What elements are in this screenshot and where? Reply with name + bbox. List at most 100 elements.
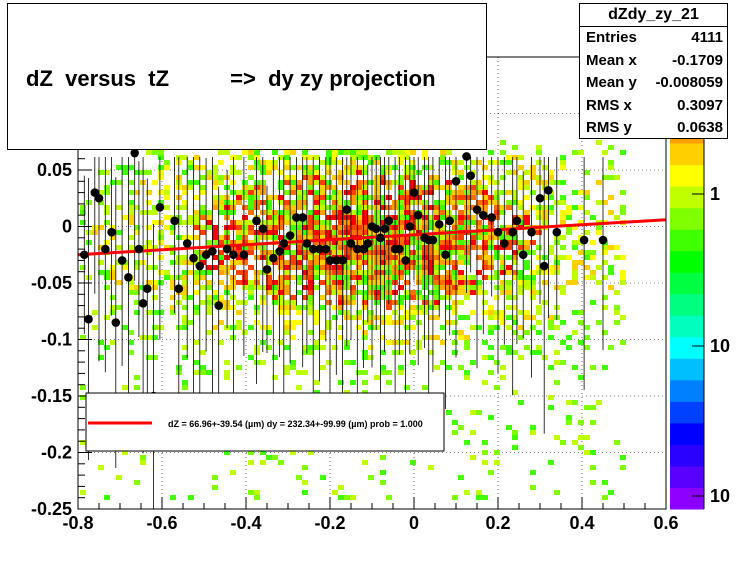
density-cell bbox=[284, 370, 290, 375]
density-cell bbox=[494, 200, 500, 205]
profile-point bbox=[384, 216, 394, 226]
density-cell bbox=[368, 320, 374, 325]
density-cell bbox=[338, 285, 344, 290]
density-cell bbox=[422, 250, 428, 255]
density-cell bbox=[236, 155, 242, 160]
density-cell bbox=[608, 195, 614, 200]
density-cell bbox=[578, 150, 584, 155]
density-cell bbox=[446, 290, 452, 295]
density-cell bbox=[482, 290, 488, 295]
density-cell bbox=[182, 275, 188, 280]
density-cell bbox=[212, 300, 218, 305]
density-cell bbox=[224, 360, 230, 365]
y-tick-label: 0 bbox=[62, 217, 72, 237]
density-cell bbox=[530, 485, 536, 490]
density-cell bbox=[512, 445, 518, 450]
density-cell bbox=[446, 235, 452, 240]
density-cell bbox=[584, 190, 590, 195]
density-cell bbox=[374, 245, 380, 250]
density-cell bbox=[428, 275, 434, 280]
density-cell bbox=[212, 475, 218, 480]
profile-point bbox=[512, 216, 522, 226]
density-cell bbox=[284, 345, 290, 350]
density-cell bbox=[182, 190, 188, 195]
density-cell bbox=[302, 270, 308, 275]
density-cell bbox=[608, 490, 614, 495]
density-cell bbox=[428, 245, 434, 250]
density-cell bbox=[470, 285, 476, 290]
density-cell bbox=[374, 185, 380, 190]
density-cell bbox=[530, 250, 536, 255]
density-cell bbox=[404, 235, 410, 240]
density-cell bbox=[302, 465, 308, 470]
density-cell bbox=[314, 310, 320, 315]
profile-point bbox=[182, 239, 192, 248]
density-cell bbox=[278, 300, 284, 305]
density-cell bbox=[386, 495, 392, 500]
density-cell bbox=[500, 190, 506, 195]
density-cell bbox=[272, 165, 278, 170]
density-cell bbox=[452, 275, 458, 280]
density-cell bbox=[416, 260, 422, 265]
density-cell bbox=[272, 455, 278, 460]
density-cell bbox=[458, 330, 464, 335]
density-cell bbox=[248, 265, 254, 270]
density-cell bbox=[572, 245, 578, 250]
density-cell bbox=[500, 270, 506, 275]
density-cell bbox=[128, 290, 134, 295]
density-cell bbox=[500, 140, 506, 145]
density-cell bbox=[212, 265, 218, 270]
density-cell bbox=[590, 275, 596, 280]
density-cell bbox=[314, 190, 320, 195]
density-cell bbox=[314, 205, 320, 210]
density-cell bbox=[410, 295, 416, 300]
density-cell bbox=[602, 295, 608, 300]
density-cell bbox=[98, 170, 104, 175]
profile-point bbox=[170, 216, 179, 226]
density-cell bbox=[494, 295, 500, 300]
density-cell bbox=[212, 165, 218, 170]
density-cell bbox=[476, 495, 482, 500]
density-cell bbox=[416, 270, 422, 275]
density-cell bbox=[182, 345, 188, 350]
density-cell bbox=[566, 210, 572, 215]
density-cell bbox=[542, 165, 548, 170]
density-cell bbox=[362, 215, 368, 220]
density-cell bbox=[206, 215, 212, 220]
density-cell bbox=[356, 180, 362, 185]
density-cell bbox=[332, 215, 338, 220]
density-cell bbox=[410, 290, 416, 295]
x-tick-label: -0.8 bbox=[62, 513, 93, 533]
density-cell bbox=[116, 305, 122, 310]
density-cell bbox=[152, 295, 158, 300]
density-cell bbox=[458, 195, 464, 200]
density-cell bbox=[194, 215, 200, 220]
density-cell bbox=[302, 285, 308, 290]
density-cell bbox=[464, 195, 470, 200]
density-cell bbox=[482, 440, 488, 445]
density-cell bbox=[404, 340, 410, 345]
density-cell bbox=[302, 220, 308, 225]
density-cell bbox=[182, 355, 188, 360]
density-cell bbox=[440, 360, 446, 365]
density-cell bbox=[410, 210, 416, 215]
density-cell bbox=[500, 160, 506, 165]
density-cell bbox=[272, 225, 278, 230]
density-cell bbox=[602, 495, 608, 500]
density-cell bbox=[338, 485, 344, 490]
density-cell bbox=[290, 150, 296, 155]
density-cell bbox=[326, 185, 332, 190]
profile-point bbox=[94, 193, 104, 203]
density-cell bbox=[530, 170, 536, 175]
density-cell bbox=[182, 205, 188, 210]
density-cell bbox=[326, 275, 332, 280]
density-cell bbox=[338, 215, 344, 220]
density-cell bbox=[212, 290, 218, 295]
density-cell bbox=[524, 260, 530, 265]
density-cell bbox=[302, 190, 308, 195]
density-cell bbox=[242, 180, 248, 185]
density-cell bbox=[398, 215, 404, 220]
density-cell bbox=[452, 285, 458, 290]
density-cell bbox=[122, 385, 128, 390]
density-cell bbox=[206, 295, 212, 300]
